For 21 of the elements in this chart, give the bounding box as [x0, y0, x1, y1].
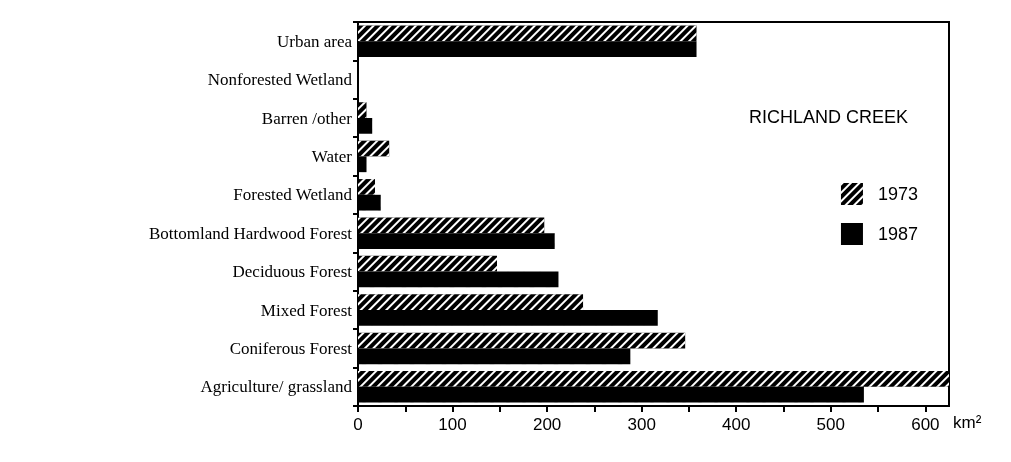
x-tick-label: 500 [816, 415, 845, 434]
y-tick-label: Bottomland Hardwood Forest [148, 223, 353, 243]
y-tick-label: Forested Wetland [233, 185, 353, 205]
text: RICHLAND CREEK [748, 107, 908, 127]
x-axis-title: km² [953, 413, 982, 432]
legend-label: 1973 [877, 184, 918, 204]
x-tick-label: 0 [353, 415, 363, 434]
legend-label: 1987 [877, 224, 918, 244]
y-tick-label: Water [311, 146, 353, 166]
y-tick-label: Mixed Forest [260, 300, 353, 320]
y-tick-label: Coniferous Forest [229, 338, 353, 358]
x-tick-label: 600 [911, 415, 940, 434]
y-tick-label: Deciduous Forest [232, 262, 353, 282]
x-tick-label: 400 [722, 415, 751, 434]
x-tick-label: 200 [532, 415, 562, 434]
y-tick-label: Nonforested Wetland [207, 70, 353, 90]
y-tick-label: Agriculture/ grassland [200, 377, 353, 397]
y-tick-label: Barren /other [261, 108, 353, 128]
y-tick-label: Urban area [276, 31, 353, 51]
x-tick-label: 100 [438, 415, 467, 434]
x-tick-label: 300 [627, 415, 656, 434]
